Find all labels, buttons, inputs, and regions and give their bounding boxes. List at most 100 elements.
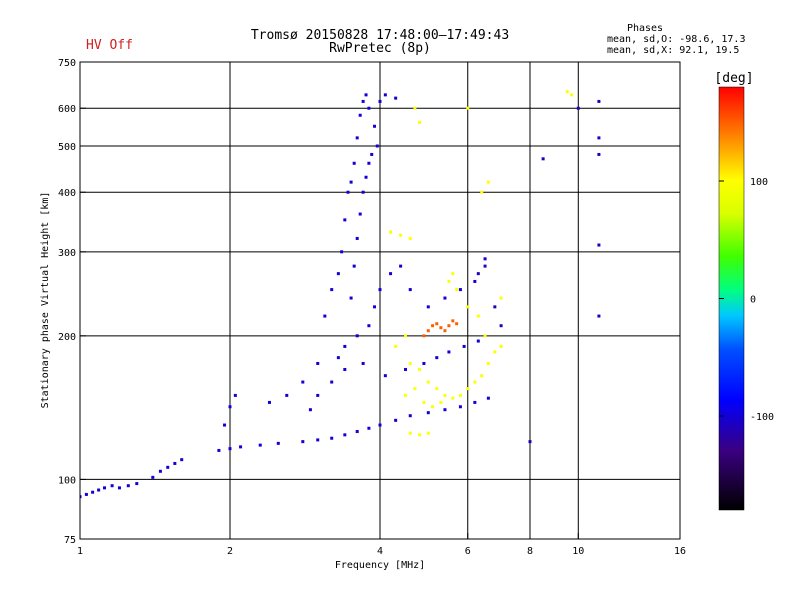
data-point xyxy=(597,99,601,103)
data-point xyxy=(473,400,477,404)
data-point xyxy=(258,443,262,447)
x-tick-label: 6 xyxy=(465,546,471,557)
data-point xyxy=(443,408,447,412)
data-point xyxy=(285,393,289,397)
data-point xyxy=(323,314,327,318)
data-point xyxy=(455,288,459,292)
y-tick-label: 400 xyxy=(58,188,76,199)
axis-ticks: 1 2 4 6 8 10 16 75 100 200 300 400 500 600 750 xyxy=(58,58,686,557)
data-point xyxy=(367,161,371,165)
data-point xyxy=(403,334,407,338)
data-point xyxy=(233,393,237,397)
data-point xyxy=(576,106,580,110)
data-point xyxy=(473,380,477,384)
colorbar-tick-label: -100 xyxy=(750,412,774,423)
data-point xyxy=(80,495,82,499)
data-point xyxy=(373,305,377,309)
data-point xyxy=(301,440,305,444)
data-point xyxy=(413,106,417,110)
data-point xyxy=(486,396,490,400)
data-point xyxy=(394,418,398,422)
data-point xyxy=(528,440,532,444)
data-point xyxy=(349,296,353,300)
data-point xyxy=(389,272,393,276)
data-point xyxy=(426,380,430,384)
data-point xyxy=(458,393,462,397)
data-point xyxy=(361,190,365,194)
data-point xyxy=(597,314,601,318)
data-point xyxy=(408,414,412,418)
data-point xyxy=(349,180,353,184)
data-point xyxy=(166,465,170,469)
data-point xyxy=(399,264,403,268)
data-point xyxy=(217,448,221,452)
x-tick-label: 4 xyxy=(377,546,383,557)
data-point xyxy=(443,329,447,333)
data-point xyxy=(493,350,497,354)
data-point xyxy=(486,361,490,365)
grid-lines xyxy=(80,62,680,539)
data-point xyxy=(443,393,447,397)
data-point xyxy=(541,157,545,161)
data-point xyxy=(443,296,447,300)
data-point xyxy=(417,367,421,371)
data-point xyxy=(422,361,426,365)
data-point xyxy=(466,305,470,309)
data-point xyxy=(431,405,435,409)
data-point xyxy=(330,380,334,384)
data-point xyxy=(343,218,347,222)
data-point xyxy=(451,319,455,323)
y-tick-label: 750 xyxy=(58,58,76,69)
data-point xyxy=(394,96,398,100)
data-point xyxy=(373,124,377,128)
data-point xyxy=(267,400,271,404)
data-point xyxy=(426,305,430,309)
data-point xyxy=(597,243,601,247)
colorbar-label: [deg] xyxy=(714,71,753,86)
data-point xyxy=(462,344,466,348)
data-point xyxy=(358,113,362,117)
data-point xyxy=(340,250,344,254)
data-point xyxy=(408,236,412,240)
data-point xyxy=(476,339,480,343)
data-point xyxy=(370,152,374,156)
data-point xyxy=(408,288,412,292)
data-point xyxy=(367,106,371,110)
colorbar-ticks: 100 0 -100 xyxy=(719,177,774,423)
data-point xyxy=(378,99,382,103)
data-point xyxy=(417,433,421,437)
data-point xyxy=(316,361,320,365)
data-point xyxy=(316,393,320,397)
data-point xyxy=(276,441,280,445)
data-point xyxy=(355,430,359,434)
data-point xyxy=(126,484,130,488)
data-point xyxy=(361,99,365,103)
data-point xyxy=(103,486,107,490)
data-point xyxy=(413,387,417,391)
x-tick-label: 10 xyxy=(572,546,584,557)
x-axis-label: Frequency [MHz] xyxy=(335,560,425,571)
stats-o-mode: mean, sd,O: -98.6, 17.3 xyxy=(607,34,745,45)
data-point xyxy=(458,288,462,292)
data-point xyxy=(451,272,455,276)
chart-subtitle: RwPretec (8p) xyxy=(329,41,431,56)
data-point xyxy=(375,144,379,148)
stats-x-mode: mean, sd,X: 92.1, 19.5 xyxy=(607,45,739,56)
data-point xyxy=(451,396,455,400)
y-tick-label: 100 xyxy=(58,475,76,486)
data-point xyxy=(378,423,382,427)
data-point xyxy=(228,447,232,451)
data-point xyxy=(352,161,356,165)
data-point xyxy=(355,136,359,140)
data-point xyxy=(483,264,487,268)
data-point xyxy=(447,324,451,328)
data-point xyxy=(367,324,371,328)
stats-heading: Phases xyxy=(627,23,663,34)
data-point xyxy=(403,393,407,397)
data-point xyxy=(84,492,88,496)
data-point xyxy=(499,324,503,328)
data-point xyxy=(422,400,426,404)
data-points xyxy=(80,90,601,499)
data-point xyxy=(239,445,243,449)
y-tick-label: 300 xyxy=(58,248,76,259)
